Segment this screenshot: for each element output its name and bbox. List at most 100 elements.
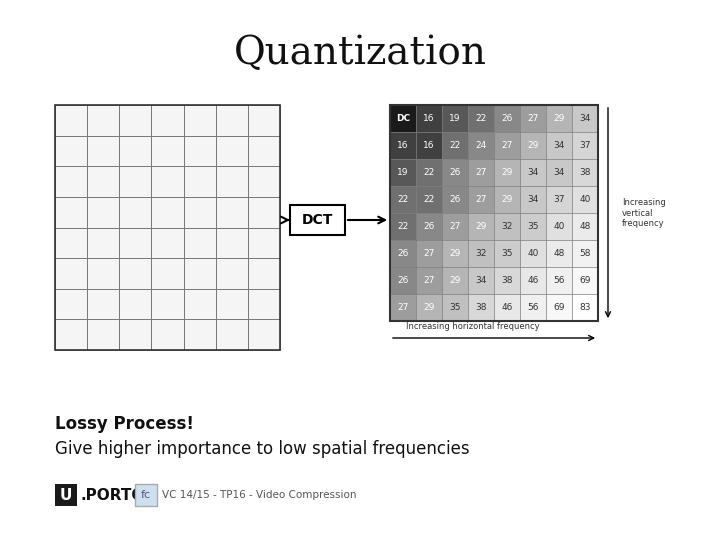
Text: 29: 29 <box>449 249 461 258</box>
Bar <box>248 136 280 166</box>
Text: 48: 48 <box>553 249 564 258</box>
Bar <box>494 213 520 240</box>
Text: 35: 35 <box>501 249 513 258</box>
Bar <box>55 166 87 197</box>
Bar <box>468 240 494 267</box>
Text: 22: 22 <box>423 168 435 177</box>
Text: 16: 16 <box>397 141 409 150</box>
Text: Quantization: Quantization <box>233 35 487 72</box>
Text: 19: 19 <box>397 168 409 177</box>
Text: 22: 22 <box>397 222 409 231</box>
Text: 29: 29 <box>501 195 513 204</box>
Bar <box>520 159 546 186</box>
Bar <box>442 267 468 294</box>
Bar <box>184 319 216 350</box>
Bar <box>216 105 248 136</box>
Text: Increasing horizontal frequency: Increasing horizontal frequency <box>406 322 540 331</box>
Bar <box>248 319 280 350</box>
Text: 19: 19 <box>449 114 461 123</box>
Bar <box>520 132 546 159</box>
Bar <box>390 186 416 213</box>
Bar <box>151 166 184 197</box>
Text: 34: 34 <box>527 168 539 177</box>
Text: 32: 32 <box>501 222 513 231</box>
Bar <box>248 197 280 227</box>
Bar <box>572 132 598 159</box>
Bar <box>442 186 468 213</box>
Text: 29: 29 <box>423 303 435 312</box>
Text: U: U <box>60 488 72 503</box>
Bar <box>468 186 494 213</box>
Bar <box>546 267 572 294</box>
Bar <box>248 289 280 319</box>
Bar <box>151 289 184 319</box>
Text: 34: 34 <box>553 141 564 150</box>
Bar <box>151 105 184 136</box>
Bar <box>184 105 216 136</box>
Text: Lossy Process!: Lossy Process! <box>55 415 194 433</box>
Bar <box>151 136 184 166</box>
Bar <box>494 132 520 159</box>
Bar <box>546 240 572 267</box>
Bar <box>55 484 77 506</box>
Bar <box>55 289 87 319</box>
Bar <box>572 267 598 294</box>
Bar <box>520 240 546 267</box>
Bar <box>87 136 120 166</box>
Bar <box>546 294 572 321</box>
Bar <box>120 227 151 258</box>
Bar <box>390 267 416 294</box>
Text: 35: 35 <box>527 222 539 231</box>
Bar <box>442 159 468 186</box>
Bar <box>572 294 598 321</box>
Text: 27: 27 <box>475 195 487 204</box>
Bar <box>55 319 87 350</box>
Text: 27: 27 <box>423 276 435 285</box>
Text: 27: 27 <box>449 222 461 231</box>
Bar <box>55 227 87 258</box>
Bar <box>520 105 546 132</box>
Bar <box>87 319 120 350</box>
Text: 26: 26 <box>423 222 435 231</box>
Text: 29: 29 <box>475 222 487 231</box>
Bar <box>494 186 520 213</box>
Bar <box>468 132 494 159</box>
Bar <box>546 159 572 186</box>
Text: 22: 22 <box>423 195 435 204</box>
Bar <box>216 227 248 258</box>
Text: Give higher importance to low spatial frequencies: Give higher importance to low spatial fr… <box>55 440 469 458</box>
Text: 56: 56 <box>527 303 539 312</box>
Bar <box>572 240 598 267</box>
Text: fc: fc <box>141 490 151 500</box>
Text: 83: 83 <box>580 303 590 312</box>
Bar <box>55 136 87 166</box>
Bar <box>390 159 416 186</box>
Text: 26: 26 <box>501 114 513 123</box>
Text: 22: 22 <box>397 195 409 204</box>
Text: 26: 26 <box>449 195 461 204</box>
Bar <box>546 105 572 132</box>
Bar <box>184 227 216 258</box>
Bar <box>184 197 216 227</box>
Bar <box>55 258 87 289</box>
Text: Increasing
vertical
frequency: Increasing vertical frequency <box>622 198 666 228</box>
Bar <box>216 289 248 319</box>
Text: 69: 69 <box>553 303 564 312</box>
Bar <box>572 105 598 132</box>
Bar <box>442 213 468 240</box>
Bar <box>468 105 494 132</box>
Bar <box>416 240 442 267</box>
Bar <box>416 213 442 240</box>
Bar <box>520 186 546 213</box>
Bar <box>416 105 442 132</box>
Bar <box>494 267 520 294</box>
Bar <box>87 258 120 289</box>
Text: 24: 24 <box>475 141 487 150</box>
Bar <box>468 213 494 240</box>
Text: 40: 40 <box>553 222 564 231</box>
Text: 27: 27 <box>527 114 539 123</box>
Bar <box>151 258 184 289</box>
Text: 27: 27 <box>475 168 487 177</box>
Bar <box>184 166 216 197</box>
Text: 32: 32 <box>475 249 487 258</box>
